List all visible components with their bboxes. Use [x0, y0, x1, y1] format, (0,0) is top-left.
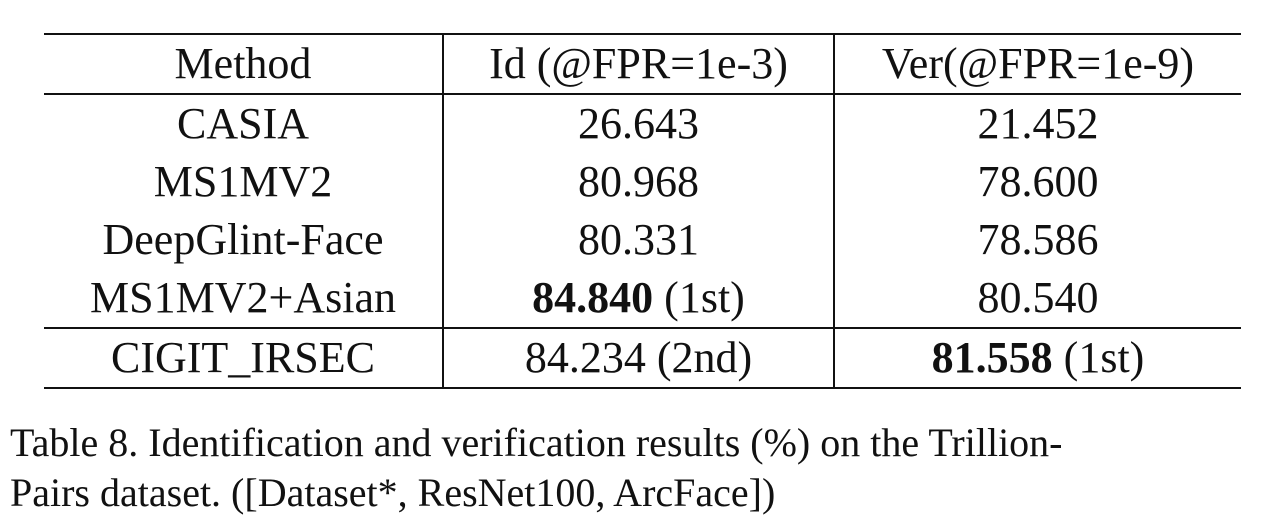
id-value: 84.234 (2nd)	[524, 333, 753, 382]
id-value: 80.968	[578, 157, 699, 206]
method-cell: MS1MV2	[44, 153, 444, 211]
id-value: 26.643	[578, 99, 699, 148]
caption-line-2: Pairs dataset. ([Dataset*, ResNet100, Ar…	[10, 470, 776, 515]
ver-cell: 81.558 (1st)	[834, 328, 1241, 388]
id-cell: 84.840 (1st)	[443, 269, 835, 328]
ver-rank-note: (1st)	[1052, 333, 1145, 382]
header-identification: Id (@FPR=1e-3)	[443, 34, 835, 94]
header-verification: Ver(@FPR=1e-9)	[881, 39, 1195, 88]
id-value: 80.331	[578, 215, 699, 264]
method-cell: MS1MV2+Asian	[44, 269, 444, 328]
table-row: MS1MV2+Asian 84.840 (1st) 80.540	[44, 269, 1241, 328]
id-rank-note: (1st)	[653, 273, 745, 322]
table-row: CASIA 26.643 21.452	[44, 94, 1241, 153]
method-cell: DeepGlint-Face	[44, 211, 444, 269]
ver-cell: 21.452	[834, 94, 1241, 153]
ver-value-best: 81.558	[931, 333, 1053, 382]
method-cell: CASIA	[44, 94, 444, 153]
method-cell: CIGIT_IRSEC	[44, 328, 444, 388]
table-row: CIGIT_IRSEC 84.234 (2nd) 81.558 (1st)	[44, 328, 1241, 388]
table-caption: Table 8. Identification and verification…	[10, 418, 1280, 518]
id-cell: 26.643	[443, 94, 835, 153]
table-header-row: Method Id (@FPR=1e-3) Ver(@FPR=1e-9)	[44, 34, 1241, 94]
id-cell: 84.234 (2nd)	[443, 328, 835, 388]
id-cell: 80.968	[443, 153, 835, 211]
id-value-best: 84.840	[532, 273, 654, 322]
ver-value: 78.600	[977, 157, 1099, 206]
ver-cell: 78.586	[834, 211, 1241, 269]
table-row: DeepGlint-Face 80.331 78.586	[44, 211, 1241, 269]
caption-line-1: Table 8. Identification and verification…	[10, 420, 1063, 465]
results-table: Method Id (@FPR=1e-3) Ver(@FPR=1e-9) CAS…	[44, 33, 1241, 389]
ver-value: 80.540	[977, 273, 1099, 322]
header-method: Method	[44, 34, 444, 94]
table-row: MS1MV2 80.968 78.600	[44, 153, 1241, 211]
results-table-container: Method Id (@FPR=1e-3) Ver(@FPR=1e-9) CAS…	[44, 33, 1241, 389]
id-cell: 80.331	[443, 211, 835, 269]
ver-cell: 80.540	[834, 269, 1241, 328]
ver-value: 78.586	[977, 215, 1099, 264]
ver-value: 21.452	[977, 99, 1099, 148]
ver-cell: 78.600	[834, 153, 1241, 211]
